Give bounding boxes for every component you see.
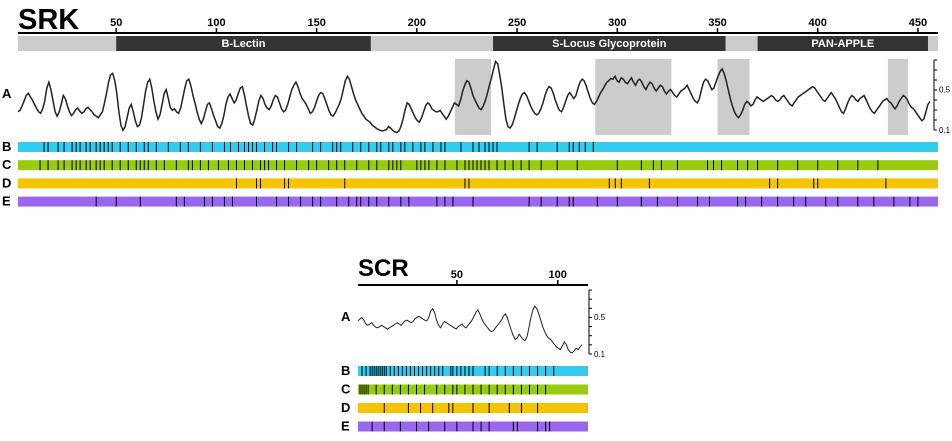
srk-band-C bbox=[18, 160, 938, 171]
scr-row-label-A: A bbox=[341, 309, 351, 324]
srk-tick-label: 300 bbox=[608, 17, 626, 29]
srk-y-tick-label: 0.5 bbox=[939, 85, 951, 94]
srk-y-tick-label: 0.1 bbox=[939, 126, 951, 135]
srk-row-label-D: D bbox=[2, 175, 11, 190]
srk-domain-0 bbox=[116, 36, 371, 51]
srk-tick-label: 250 bbox=[508, 17, 526, 29]
srk-row-label-A: A bbox=[2, 86, 12, 101]
srk-domain-1 bbox=[493, 36, 726, 51]
srk-trace-line bbox=[17, 60, 931, 134]
srk-band-B bbox=[18, 142, 938, 152]
srk-highlight-region-3 bbox=[887, 59, 908, 135]
srk-tick-label: 350 bbox=[708, 17, 726, 29]
scr-row-label-C: C bbox=[341, 382, 351, 397]
srk-scale-ruler: 50 100 150 200 250 300 350 400 450 bbox=[18, 17, 938, 34]
scr-scale-ruler: 50 100 bbox=[358, 269, 588, 286]
srk-tick-label: 100 bbox=[207, 17, 225, 29]
scr-bands bbox=[358, 366, 588, 432]
srk-domain-bar: B-Lectin S-Locus Glycoprotein PAN-APPLE bbox=[18, 36, 938, 51]
srk-domain-label: PAN-APPLE bbox=[811, 38, 874, 50]
srk-tick-label: 150 bbox=[307, 17, 325, 29]
srk-tick-label: 400 bbox=[809, 17, 827, 29]
srk-bands bbox=[18, 142, 938, 207]
srk-tick-label: 50 bbox=[110, 17, 122, 29]
scr-row-label-E: E bbox=[341, 419, 350, 434]
srk-row-label-C: C bbox=[2, 157, 12, 172]
srk-band-E bbox=[18, 196, 938, 207]
srk-plot-a: 0.5 0.1 bbox=[17, 59, 951, 135]
scr-tick-label: 100 bbox=[549, 269, 567, 281]
scr-tick-label: 50 bbox=[451, 269, 463, 281]
scr-row-label-B: B bbox=[341, 363, 350, 378]
srk-tick-label: 450 bbox=[909, 17, 927, 29]
srk-row-label-B: B bbox=[2, 139, 11, 154]
scr-row-label-D: D bbox=[341, 400, 350, 415]
srk-highlight-region-1 bbox=[595, 59, 672, 135]
srk-title: SRK bbox=[18, 4, 79, 36]
scr-y-tick-label: 0.1 bbox=[594, 350, 606, 359]
srk-domain-label: B-Lectin bbox=[221, 38, 265, 50]
scr-plot-a: 0.5 0.1 bbox=[357, 289, 606, 359]
scr-y-tick-label: 0.5 bbox=[594, 313, 606, 322]
scr-trace-line bbox=[357, 305, 583, 354]
srk-tick-label: 200 bbox=[408, 17, 426, 29]
srk-domain-2 bbox=[757, 36, 928, 51]
scr-title: SCR bbox=[358, 255, 409, 282]
srk-band-D bbox=[18, 178, 938, 189]
srk-domain-label: S-Locus Glycoprotein bbox=[552, 38, 667, 50]
srk-row-label-E: E bbox=[2, 194, 11, 209]
